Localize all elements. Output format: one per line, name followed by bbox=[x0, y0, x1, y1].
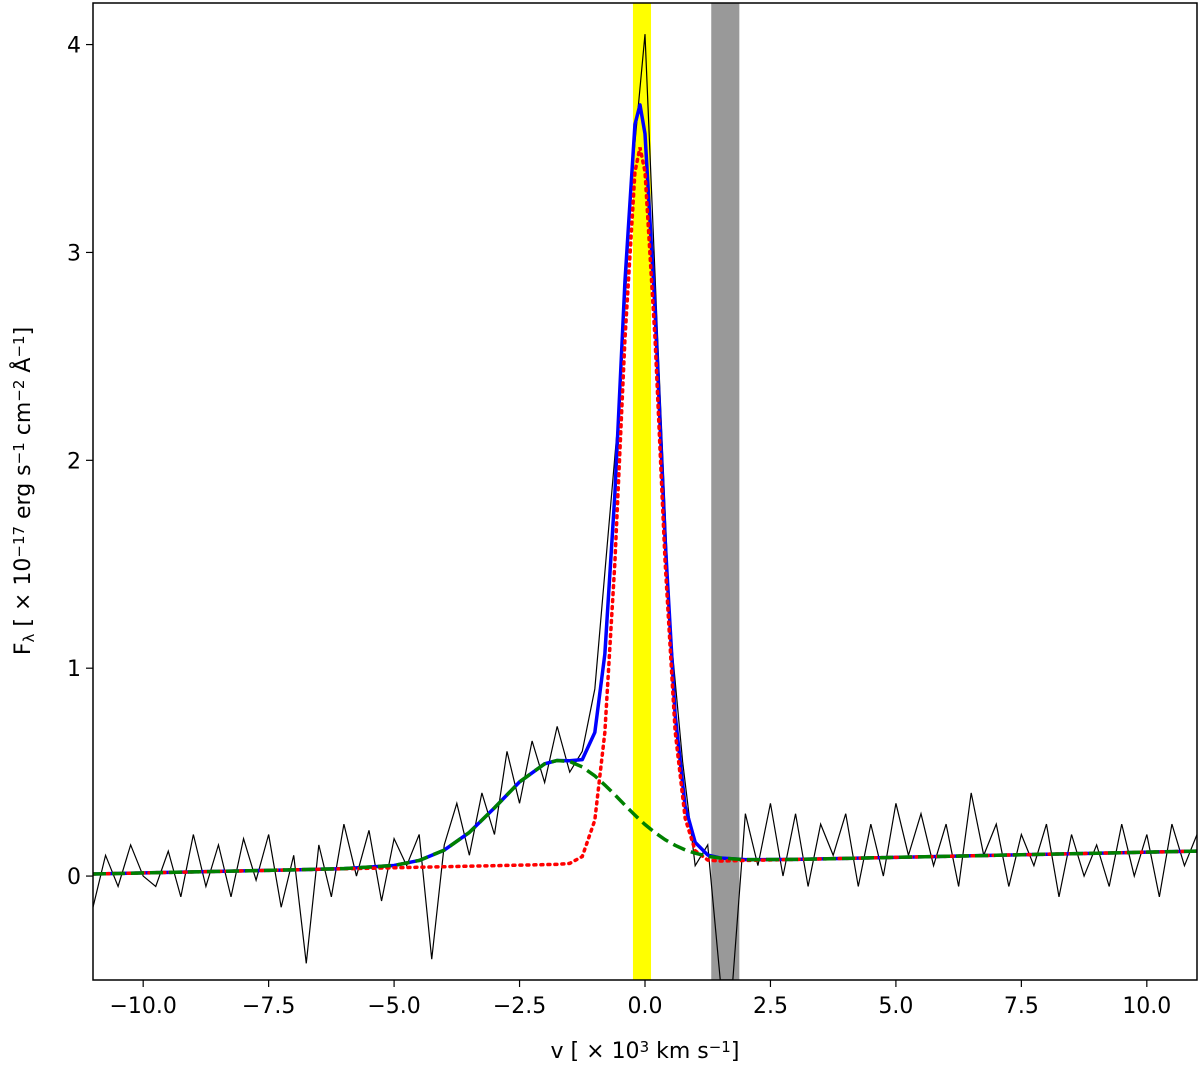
label-part: v [ × 10 bbox=[551, 1039, 640, 1064]
x-tick-label: −2.5 bbox=[493, 994, 546, 1019]
y-tick-label: 1 bbox=[67, 657, 81, 682]
lines bbox=[93, 34, 1197, 980]
x-tick-label: 5.0 bbox=[878, 994, 913, 1019]
label-part: −17 bbox=[10, 526, 28, 558]
x-tick-label: 7.5 bbox=[1004, 994, 1039, 1019]
x-tick-label: −5.0 bbox=[367, 994, 420, 1019]
y-tick-label: 4 bbox=[67, 34, 81, 59]
x-tick-label: 0.0 bbox=[628, 994, 663, 1019]
spans bbox=[632, 3, 740, 980]
label-part: −1 bbox=[709, 1038, 731, 1056]
x-axis-label: v [ × 103 km s−1] bbox=[551, 1038, 740, 1064]
y-tick-label: 2 bbox=[67, 449, 81, 474]
series-line bbox=[93, 147, 1197, 876]
axes: −10.0 −7.5 −5.0 −2.5 0.0 2.5 5.0 7.5 10.0 0 1 2 3 4 bbox=[67, 34, 1171, 1019]
label-part: λ bbox=[20, 634, 38, 643]
label-part: cm bbox=[11, 402, 36, 443]
label-part: Å bbox=[9, 358, 36, 380]
shaded-band bbox=[711, 3, 740, 980]
series-line bbox=[93, 758, 1197, 876]
label-part: −1 bbox=[10, 442, 28, 464]
label-part: F bbox=[11, 643, 36, 656]
label-part: erg s bbox=[11, 464, 36, 526]
x-tick-label: −10.0 bbox=[109, 994, 176, 1019]
series-line bbox=[93, 34, 1197, 980]
x-tick-label: 2.5 bbox=[753, 994, 788, 1019]
y-axis-label: Fλ [ × 10−17 erg s−1 cm−2 Å−1] bbox=[9, 327, 38, 655]
label-part: ] bbox=[11, 327, 36, 336]
label-part: ] bbox=[731, 1039, 740, 1064]
label-part: 3 bbox=[640, 1038, 650, 1056]
label-part: −1 bbox=[10, 335, 28, 357]
y-tick-label: 3 bbox=[67, 241, 81, 266]
shaded-band bbox=[632, 3, 652, 980]
label-part: −2 bbox=[10, 380, 28, 402]
x-tick-label: −7.5 bbox=[242, 994, 295, 1019]
x-tick-label: 10.0 bbox=[1122, 994, 1171, 1019]
label-part: km s bbox=[649, 1039, 709, 1064]
y-tick-label: 0 bbox=[67, 865, 81, 890]
label-part: [ × 10 bbox=[11, 558, 36, 634]
